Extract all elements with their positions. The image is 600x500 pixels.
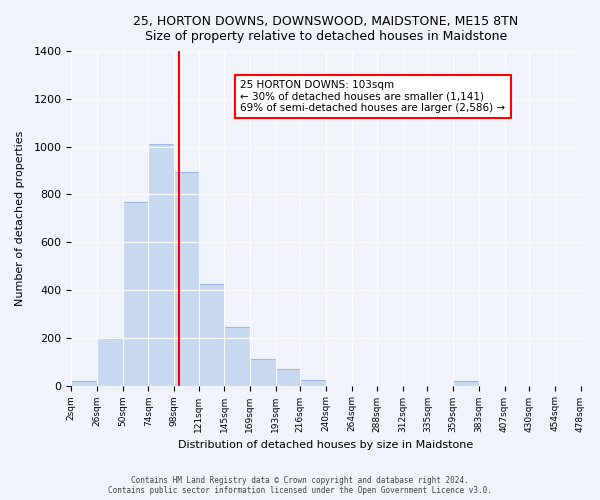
Bar [174,172,199,386]
Bar [275,369,300,386]
X-axis label: Distribution of detached houses by size in Maidstone: Distribution of detached houses by size … [178,440,473,450]
Y-axis label: Number of detached properties: Number of detached properties [15,130,25,306]
Bar [250,360,275,386]
Text: Contains HM Land Registry data © Crown copyright and database right 2024.
Contai: Contains HM Land Registry data © Crown c… [108,476,492,495]
Text: 25 HORTON DOWNS: 103sqm
← 30% of detached houses are smaller (1,141)
69% of semi: 25 HORTON DOWNS: 103sqm ← 30% of detache… [240,80,505,113]
Bar [97,338,122,386]
Title: 25, HORTON DOWNS, DOWNSWOOD, MAIDSTONE, ME15 8TN
Size of property relative to de: 25, HORTON DOWNS, DOWNSWOOD, MAIDSTONE, … [133,15,518,43]
Bar [453,381,479,386]
Bar [71,381,97,386]
Bar [148,144,174,386]
Bar [122,202,148,386]
Bar [199,284,224,386]
Bar [224,327,250,386]
Bar [300,380,326,386]
